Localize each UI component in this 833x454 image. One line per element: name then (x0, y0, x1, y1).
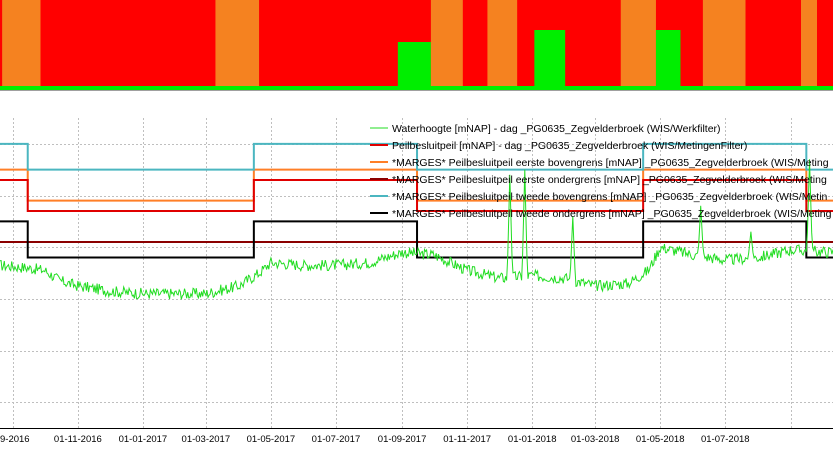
status-segment-orange (431, 0, 463, 86)
legend-label: *MARGES* Peilbesluitpeil eerste ondergre… (392, 174, 827, 186)
status-segment-green (534, 30, 565, 86)
status-segment-green (398, 42, 431, 86)
status-segment-red (680, 0, 702, 86)
status-segment-green (656, 30, 681, 86)
x-tick-label: 9-2016 (0, 434, 30, 445)
x-tick-label: 01-11-2016 (54, 434, 102, 445)
x-tick-label: 01-07-2017 (312, 434, 361, 445)
status-segment-red (746, 0, 801, 86)
x-tick-label: 01-09-2017 (378, 434, 427, 445)
x-tick-label: 01-03-2017 (182, 434, 231, 445)
x-tick-label: 01-01-2017 (119, 434, 168, 445)
x-tick-label: 01-05-2018 (636, 434, 685, 445)
status-segment-orange (621, 0, 656, 86)
legend-label: *MARGES* Peilbesluitpeil tweede ondergre… (392, 208, 832, 220)
water-level-chart[interactable]: 9-2016 01-11-2016 01-01-2017 01-03-2017 01-0… (0, 118, 833, 454)
x-tick-label: 01-07-2018 (701, 434, 750, 445)
status-segment-orange (801, 0, 817, 86)
status-segment-red (817, 0, 833, 86)
status-segment-red (0, 0, 2, 86)
status-segment-orange (215, 0, 259, 86)
status-segment-red (565, 0, 620, 86)
legend-label: Peilbesluitpeil [mNAP] - dag _PG0635_Zeg… (392, 140, 747, 152)
x-tick-label: 01-11-2017 (443, 434, 491, 445)
status-segment-red (259, 0, 398, 86)
status-segment-orange (2, 0, 40, 86)
status-segment-orange (487, 0, 517, 86)
legend-label: Waterhoogte [mNAP] - dag _PG0635_Zegveld… (392, 123, 721, 135)
x-tick-label: 01-01-2018 (508, 434, 557, 445)
panel-divider (0, 90, 833, 119)
x-tick-label: 01-03-2018 (571, 434, 620, 445)
status-segment-red (517, 0, 534, 86)
legend-label: *MARGES* Peilbesluitpeil tweede bovengre… (392, 191, 828, 203)
status-segment-red (41, 0, 216, 86)
status-segment-orange (703, 0, 746, 86)
status-segment-red (463, 0, 488, 86)
x-tick-label: 01-05-2017 (247, 434, 296, 445)
status-band-chart[interactable] (0, 0, 833, 90)
legend-label: *MARGES* Peilbesluitpeil eerste bovengre… (392, 157, 829, 169)
